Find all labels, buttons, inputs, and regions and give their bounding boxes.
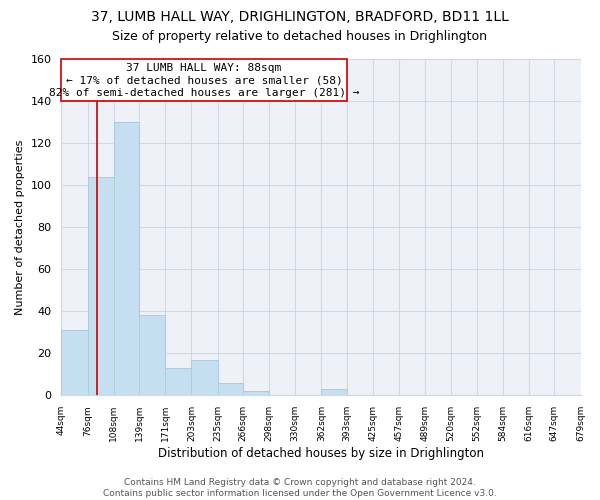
Y-axis label: Number of detached properties: Number of detached properties bbox=[15, 140, 25, 315]
Text: Size of property relative to detached houses in Drighlington: Size of property relative to detached ho… bbox=[113, 30, 487, 43]
Text: 82% of semi-detached houses are larger (281) →: 82% of semi-detached houses are larger (… bbox=[49, 88, 359, 99]
X-axis label: Distribution of detached houses by size in Drighlington: Distribution of detached houses by size … bbox=[158, 447, 484, 460]
Bar bbox=[243, 391, 269, 396]
Bar bbox=[165, 368, 191, 396]
Text: ← 17% of detached houses are smaller (58): ← 17% of detached houses are smaller (58… bbox=[65, 75, 343, 85]
Bar bbox=[139, 316, 165, 396]
Bar bbox=[322, 389, 347, 396]
Text: Contains HM Land Registry data © Crown copyright and database right 2024.
Contai: Contains HM Land Registry data © Crown c… bbox=[103, 478, 497, 498]
Bar bbox=[88, 176, 114, 396]
Bar bbox=[218, 382, 243, 396]
Bar bbox=[191, 360, 218, 396]
Bar bbox=[114, 122, 139, 396]
Text: 37, LUMB HALL WAY, DRIGHLINGTON, BRADFORD, BD11 1LL: 37, LUMB HALL WAY, DRIGHLINGTON, BRADFOR… bbox=[91, 10, 509, 24]
Bar bbox=[61, 330, 88, 396]
Text: 37 LUMB HALL WAY: 88sqm: 37 LUMB HALL WAY: 88sqm bbox=[127, 63, 281, 73]
Bar bbox=[581, 391, 600, 396]
Bar bbox=[61, 59, 347, 101]
